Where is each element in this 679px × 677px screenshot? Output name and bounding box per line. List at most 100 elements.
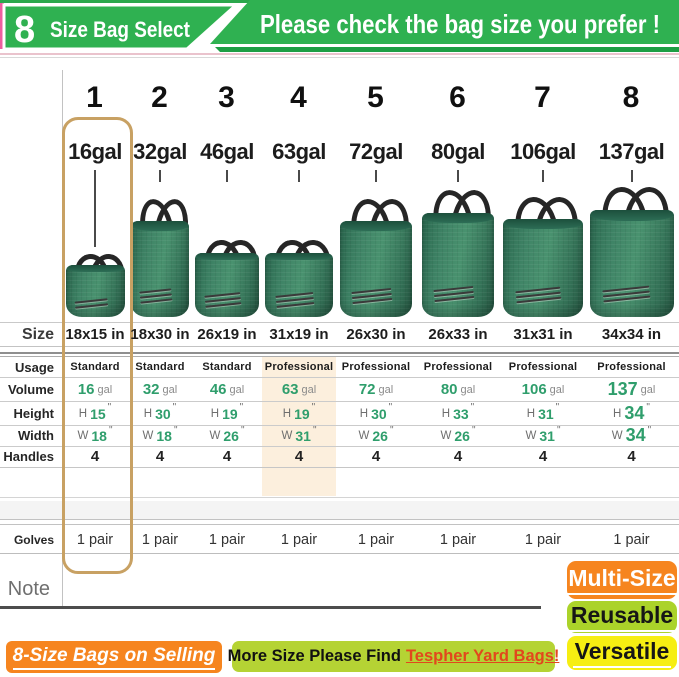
header-divider xyxy=(0,57,679,58)
badge-versatile-label: Versatile xyxy=(572,638,672,668)
volume-label: 80gal xyxy=(431,139,485,164)
bag-strap xyxy=(276,301,315,308)
width-value: 31 xyxy=(295,427,311,444)
gloves-cell: 1 pair xyxy=(76,531,114,548)
height-value: 34 xyxy=(624,403,645,423)
height-prefix: H xyxy=(613,407,622,420)
pointer-line xyxy=(542,170,544,182)
volume-label: 63gal xyxy=(272,139,326,164)
row-label-size: Size xyxy=(21,325,54,343)
bag-rim xyxy=(590,210,674,221)
bag-body xyxy=(131,221,189,317)
size-cell: 18x15 in xyxy=(65,326,125,343)
width-prefix: W xyxy=(142,429,154,442)
empty-row-band xyxy=(0,501,679,519)
height-cell: H 15 " xyxy=(62,402,128,425)
row-height: Height H 15 " H 30 " H 19 " H 19 " H 30 " H 33 " H 31 " H 34 " xyxy=(0,402,679,425)
left-banner-shape xyxy=(2,3,240,51)
width-cell: W 18 " xyxy=(128,425,192,446)
gloves-cell: 1 pair xyxy=(141,531,179,548)
pointer-line xyxy=(457,170,459,182)
row-label-usage: Usage xyxy=(14,359,54,375)
width-cell: W 26 " xyxy=(416,425,500,446)
selling-banner: 8-Size Bags on Selling xyxy=(6,641,222,673)
width-value: 26 xyxy=(372,427,388,444)
volume-cell: 80 gal xyxy=(416,378,500,401)
volume-value: 46 xyxy=(209,381,227,398)
height-value: 15 xyxy=(90,405,106,422)
usage-cell: Professional xyxy=(508,361,578,373)
inch-mark: " xyxy=(647,425,652,436)
bag-rim xyxy=(66,265,125,272)
width-prefix: W xyxy=(611,429,623,442)
column-number: 4 xyxy=(290,81,308,114)
gridline xyxy=(0,446,679,447)
bag-strap xyxy=(516,296,561,304)
handles-cell: 4 xyxy=(155,448,165,465)
gloves-cell: 1 pair xyxy=(524,531,562,548)
bag-image xyxy=(340,195,413,317)
bag-body xyxy=(590,210,674,317)
height-value: 30 xyxy=(371,405,387,422)
right-banner-underline xyxy=(215,47,679,52)
badge-multi-size-label: Multi-Size xyxy=(566,565,678,595)
gridline xyxy=(0,524,679,525)
width-value: 26 xyxy=(454,427,470,444)
handles-cell: 4 xyxy=(453,448,463,465)
width-value: 26 xyxy=(223,427,239,444)
width-prefix: W xyxy=(281,429,293,442)
width-cell: W 26 " xyxy=(336,425,416,446)
height-value: 31 xyxy=(538,405,554,422)
gridline xyxy=(0,467,679,468)
volume-label: 32gal xyxy=(133,139,187,164)
pointer-line xyxy=(226,170,228,182)
volume-cell: 32 gal xyxy=(128,378,192,401)
bag-body xyxy=(265,253,333,317)
row-label-volume: Volume xyxy=(8,382,54,397)
more-size-link[interactable]: Tespher Yard Bags! xyxy=(405,647,560,665)
right-banner-shape xyxy=(210,0,679,44)
inch-mark: " xyxy=(389,425,394,436)
inch-mark: " xyxy=(555,402,560,413)
gridline xyxy=(0,425,679,426)
more-size-banner: More Size Please Find Tespher Yard Bags! xyxy=(228,641,559,672)
pointer-line xyxy=(375,170,377,182)
handles-cell: 4 xyxy=(294,448,304,465)
volume-cell: 63 gal xyxy=(262,378,336,401)
bag-body xyxy=(195,253,259,317)
volume-value: 137 xyxy=(607,379,638,399)
inch-mark: " xyxy=(107,402,112,413)
bottom-divider xyxy=(0,606,541,609)
bag-rim xyxy=(131,221,189,231)
bag-image xyxy=(195,237,261,317)
volume-unit: gal xyxy=(460,383,476,396)
bag-strap-lines xyxy=(602,285,651,306)
width-prefix: W xyxy=(358,429,370,442)
volume-label: 72gal xyxy=(349,139,403,164)
inch-mark: " xyxy=(388,402,393,413)
badge-versatile: Versatile xyxy=(567,636,677,670)
gloves-cell: 1 pair xyxy=(613,531,650,548)
bag-image xyxy=(265,236,334,317)
width-cell: W 18 " xyxy=(62,425,128,446)
usage-cell: Standard xyxy=(135,361,185,373)
bag-body xyxy=(340,221,412,317)
volume-value: 106 xyxy=(521,381,547,398)
size-cell: 31x19 in xyxy=(269,326,329,343)
gridline xyxy=(0,322,679,323)
width-value: 18 xyxy=(156,427,172,444)
volume-cell: 72 gal xyxy=(336,378,416,401)
selected-size-box xyxy=(62,117,133,574)
inch-mark: " xyxy=(173,425,178,436)
column-number: 2 xyxy=(151,81,169,114)
bag-rim xyxy=(195,253,259,260)
left-banner-text: Size Bag Select xyxy=(50,17,191,42)
gloves-cell: 1 pair xyxy=(357,531,395,548)
size-cell: 26x30 in xyxy=(346,326,406,343)
row-size: Size 18x15 in 18x30 in 26x19 in 31x19 in 26x… xyxy=(0,322,679,347)
gloves-cell: 1 pair xyxy=(439,531,477,548)
handles-cell: 4 xyxy=(222,448,232,465)
usage-cell: Professional xyxy=(264,361,334,373)
size-cell: 26x33 in xyxy=(428,326,488,343)
